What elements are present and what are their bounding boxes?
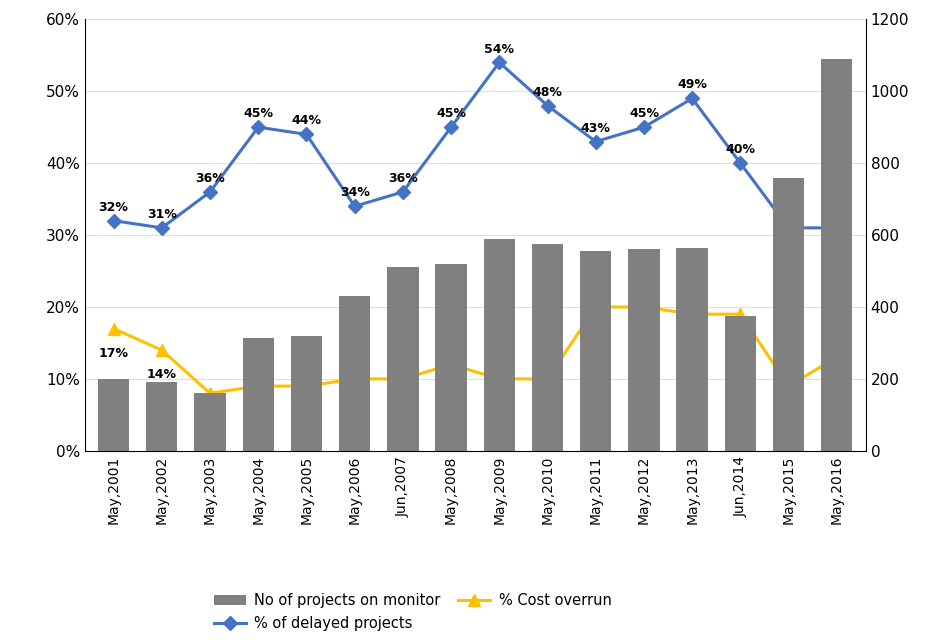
% of delayed projects: [108, 217, 120, 225]
% of delayed projects: [252, 124, 263, 131]
% of delayed projects: [638, 124, 649, 131]
Bar: [821, 59, 853, 451]
Text: 8%: 8%: [199, 412, 220, 424]
Bar: [484, 239, 515, 451]
% Cost overrun: [542, 375, 553, 383]
Bar: [195, 393, 226, 451]
% of delayed projects: [590, 138, 601, 146]
% Cost overrun: [397, 375, 408, 383]
Bar: [339, 296, 371, 451]
% of delayed projects: [397, 188, 408, 196]
Text: 36%: 36%: [388, 172, 418, 185]
Line: % Cost overrun: % Cost overrun: [108, 301, 842, 399]
Text: 45%: 45%: [629, 108, 659, 120]
Legend: No of projects on monitor, % of delayed projects, % Cost overrun: No of projects on monitor, % of delayed …: [208, 587, 617, 636]
% Cost overrun: [638, 303, 649, 311]
Text: 9%: 9%: [247, 404, 269, 417]
Text: 13%: 13%: [821, 375, 852, 388]
Text: 20%: 20%: [581, 325, 611, 338]
Text: 45%: 45%: [244, 108, 273, 120]
% of delayed projects: [445, 124, 456, 131]
% of delayed projects: [783, 224, 794, 232]
Text: 32%: 32%: [99, 201, 129, 214]
% Cost overrun: [445, 361, 456, 368]
% Cost overrun: [204, 390, 215, 397]
Text: 9%: 9%: [778, 404, 799, 417]
Bar: [146, 383, 178, 451]
Bar: [291, 336, 322, 451]
% Cost overrun: [831, 354, 842, 361]
Text: 45%: 45%: [436, 108, 466, 120]
Text: 19%: 19%: [678, 332, 707, 345]
Text: 20%: 20%: [629, 325, 659, 338]
% of delayed projects: [494, 59, 505, 66]
% Cost overrun: [108, 325, 120, 332]
% Cost overrun: [301, 382, 312, 390]
Text: 12%: 12%: [436, 383, 466, 395]
Bar: [98, 379, 129, 451]
Bar: [532, 244, 564, 451]
Text: 44%: 44%: [292, 115, 322, 128]
Text: 43%: 43%: [581, 122, 611, 135]
% Cost overrun: [349, 375, 360, 383]
% Cost overrun: [735, 310, 746, 318]
% of delayed projects: [542, 102, 553, 109]
% of delayed projects: [349, 202, 360, 210]
Text: 31%: 31%: [147, 208, 177, 221]
Bar: [387, 267, 419, 451]
% Cost overrun: [687, 310, 698, 318]
Text: 48%: 48%: [533, 86, 563, 99]
Bar: [580, 251, 612, 451]
Text: 10%: 10%: [533, 397, 563, 410]
% of delayed projects: [735, 159, 746, 167]
% of delayed projects: [687, 95, 698, 102]
% of delayed projects: [204, 188, 215, 196]
% of delayed projects: [301, 131, 312, 138]
Text: 9%: 9%: [295, 404, 317, 417]
Bar: [243, 337, 274, 451]
Text: 36%: 36%: [195, 172, 225, 185]
% Cost overrun: [252, 382, 263, 390]
Text: 10%: 10%: [340, 397, 370, 410]
% Cost overrun: [156, 346, 167, 354]
% of delayed projects: [831, 224, 842, 232]
Line: % of delayed projects: % of delayed projects: [109, 57, 841, 232]
Text: 17%: 17%: [99, 346, 129, 359]
Bar: [436, 264, 467, 451]
Bar: [725, 316, 756, 451]
% Cost overrun: [783, 382, 794, 390]
Bar: [773, 178, 805, 451]
Text: 54%: 54%: [485, 43, 515, 55]
Text: 31%: 31%: [774, 208, 804, 221]
Text: 49%: 49%: [678, 79, 707, 91]
Text: 10%: 10%: [485, 397, 515, 410]
% of delayed projects: [156, 224, 167, 232]
Text: 19%: 19%: [726, 332, 756, 345]
Bar: [677, 248, 708, 451]
Text: 34%: 34%: [340, 186, 370, 200]
Text: 14%: 14%: [147, 368, 177, 381]
Bar: [629, 249, 660, 451]
% Cost overrun: [590, 303, 601, 311]
Text: 31%: 31%: [821, 208, 852, 221]
Text: 40%: 40%: [726, 143, 756, 156]
% Cost overrun: [494, 375, 505, 383]
Text: 10%: 10%: [388, 397, 418, 410]
